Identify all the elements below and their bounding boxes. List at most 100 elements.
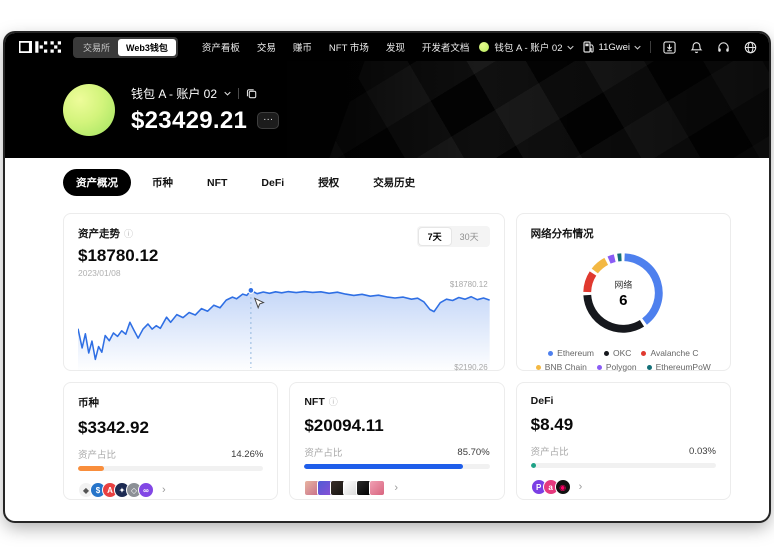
summary-card-value: $20094.11	[304, 416, 384, 435]
legend-item-BNB Chain: BNB Chain	[535, 362, 587, 372]
chevron-down-icon	[634, 45, 641, 50]
summary-card-value: $3342.92	[78, 418, 149, 437]
info-icon[interactable]: ⓘ	[124, 229, 134, 239]
divider	[238, 87, 240, 99]
nav-link[interactable]: 开发者文档	[421, 43, 470, 54]
network-distribution-card: 网络分布情况 网络 6 Ethereum OKC Avalanche C BNB Ch…	[515, 213, 731, 372]
legend-dot	[604, 350, 610, 356]
tokens-summary-card[interactable]: 币种 $3342.92 资产占比 14.26% ◆ $ A ✦ ◇ ∞ ›	[63, 382, 279, 500]
cursor-icon	[253, 297, 265, 310]
chevron-right-icon[interactable]: ›	[578, 480, 583, 493]
ratio-label: 资产占比	[304, 448, 343, 459]
nav-link[interactable]: NFT 市场	[328, 43, 369, 54]
legend-name: Polygon	[605, 362, 637, 372]
donut-segment-BNB Chain	[592, 257, 609, 274]
wallet-avatar-large	[63, 83, 115, 136]
donut-segment-Polygon	[607, 254, 616, 264]
okx-logo-icon[interactable]	[19, 41, 61, 53]
trend-line-chart[interactable]: $18780.12 $2190.26	[78, 280, 490, 372]
legend-dot	[641, 350, 647, 356]
summary-card-title: 币种	[78, 397, 99, 409]
tab-币种[interactable]: 币种	[152, 177, 173, 189]
nav-link[interactable]: 赚币	[292, 43, 312, 54]
summary-card-value: $8.49	[530, 415, 574, 434]
gas-price-label: 11Gwei	[598, 41, 630, 53]
nft-summary-card[interactable]: NFT ⓘ $20094.11 资产占比 85.70% ›	[289, 382, 505, 500]
network-card-title: 网络分布情况	[530, 228, 594, 240]
navbar-icons	[662, 40, 757, 54]
headset-icon[interactable]	[716, 40, 730, 54]
toggle-exchange[interactable]: 交易所	[83, 42, 111, 53]
legend-name: OKC	[613, 348, 632, 358]
tab-授权[interactable]: 授权	[318, 177, 340, 189]
ratio-percent: 85.70%	[457, 446, 490, 458]
toggle-web3-wallet[interactable]: Web3钱包	[118, 38, 176, 56]
ratio-label: 资产占比	[78, 450, 117, 461]
legend-name: Avalanche C	[650, 348, 699, 358]
legend-item-EthereumPoW: EthereumPoW	[646, 362, 711, 372]
divider	[650, 41, 651, 53]
legend-dot	[535, 364, 541, 370]
info-icon[interactable]: ⓘ	[328, 397, 338, 407]
summary-card-title: NFT	[304, 395, 325, 408]
chevron-down-icon	[567, 45, 575, 50]
main-content: 资产走势 ⓘ $18780.12 2023/01/08 7天 30天 $18780…	[5, 206, 769, 500]
asset-icon-row: ◆ $ A ✦ ◇ ∞ ›	[78, 482, 263, 498]
chevron-right-icon[interactable]: ›	[394, 481, 398, 494]
ratio-bar	[304, 464, 490, 469]
chevron-down-icon[interactable]	[224, 90, 231, 97]
wallet-selector[interactable]: 钱包 A - 账户 02	[479, 40, 575, 54]
tab-交易历史[interactable]: 交易历史	[373, 177, 416, 189]
nav-link[interactable]: 资产看板	[201, 43, 240, 54]
defi-protocol-icon: ◉	[554, 479, 571, 495]
ratio-bar	[530, 463, 716, 468]
nav-link[interactable]: 发现	[385, 43, 405, 54]
range-toggle: 7天 30天	[416, 226, 490, 247]
ratio-bar	[78, 466, 264, 471]
legend-item-Ethereum: Ethereum	[548, 348, 594, 358]
asset-icon-row: ›	[304, 480, 489, 496]
legend-dot	[596, 364, 602, 370]
trend-current-value: $18780.12	[78, 246, 159, 265]
range-button-30天[interactable]: 30天	[459, 232, 479, 242]
nav-link[interactable]: 交易	[256, 43, 276, 54]
more-actions-button[interactable]: ···	[257, 112, 280, 129]
chevron-right-icon[interactable]: ›	[162, 483, 166, 496]
total-balance: $23429.21	[131, 106, 248, 134]
legend-name: EthereumPoW	[655, 362, 711, 372]
donut-segment-OKC	[583, 294, 645, 333]
copy-icon[interactable]	[246, 88, 257, 99]
globe-icon[interactable]	[743, 40, 757, 54]
trend-hover-date: 2023/01/08	[78, 268, 121, 278]
network-legend: Ethereum OKC Avalanche C BNB Chain Polygon Et…	[531, 348, 716, 372]
nav-links: 资产看板 交易 赚币 NFT 市场 发现 开发者文档	[202, 40, 470, 54]
legend-item-Avalanche C: Avalanche C	[641, 348, 698, 358]
ratio-percent: 14.26%	[231, 448, 264, 460]
tab-NFT[interactable]: NFT	[207, 176, 228, 189]
donut-segment-Avalanche C	[583, 271, 597, 293]
range-button-7天[interactable]: 7天	[418, 228, 451, 245]
nft-thumb	[369, 480, 386, 496]
ratio-label: 资产占比	[530, 447, 569, 458]
legend-name: BNB Chain	[544, 362, 587, 372]
wallet-banner: 钱包 A - 账户 02 $23429.21 ···	[5, 61, 769, 158]
network-donut-chart[interactable]	[575, 245, 671, 341]
asset-tabs: 资产概况 币种 NFT DeFi 授权 交易历史	[5, 158, 769, 206]
bell-icon[interactable]	[689, 40, 703, 54]
navbar-right: 钱包 A - 账户 02 11Gwei	[479, 40, 757, 54]
gas-price-selector[interactable]: 11Gwei	[583, 41, 641, 53]
legend-dot	[548, 350, 554, 356]
wallet-avatar	[479, 42, 490, 52]
legend-item-Polygon: Polygon	[596, 362, 637, 372]
tab-DeFi[interactable]: DeFi	[261, 176, 285, 189]
download-icon[interactable]	[662, 40, 676, 54]
donut-segment-Ethereum	[624, 253, 663, 325]
tab-资产概况[interactable]: 资产概况	[63, 169, 131, 196]
legend-item-OKC: OKC	[604, 348, 631, 358]
app-window: 交易所 Web3钱包 资产看板 交易 赚币 NFT 市场 发现 开发者文档 钱包 A - …	[5, 33, 769, 521]
ratio-percent: 0.03%	[689, 445, 716, 457]
asset-trend-card: 资产走势 ⓘ $18780.12 2023/01/08 7天 30天 $18780…	[63, 213, 505, 372]
product-toggle: 交易所 Web3钱包	[73, 36, 178, 58]
